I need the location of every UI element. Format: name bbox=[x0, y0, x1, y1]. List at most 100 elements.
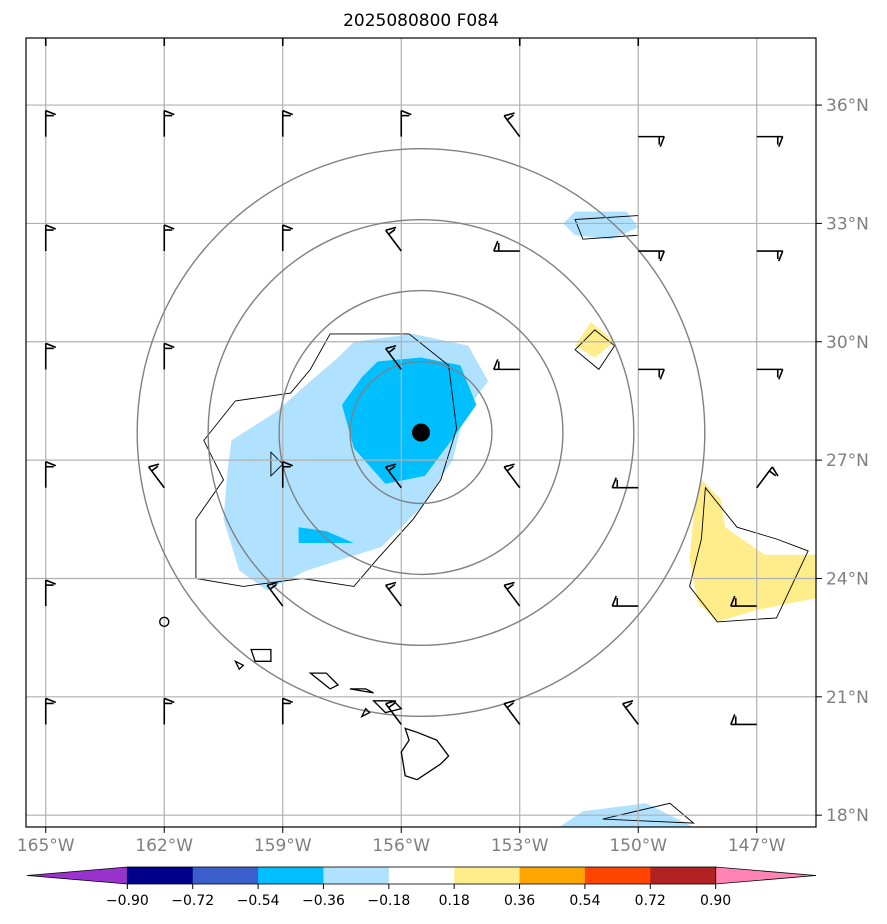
wind-barb bbox=[385, 226, 402, 252]
wind-barb bbox=[44, 224, 57, 252]
x-tick-label: 162°W bbox=[135, 836, 193, 856]
range-ring bbox=[349, 360, 493, 505]
barb-feather bbox=[385, 581, 397, 587]
barb-staff bbox=[622, 703, 639, 725]
barb-feather bbox=[771, 466, 779, 477]
x-tick-label: 156°W bbox=[372, 836, 430, 856]
barb-feather bbox=[385, 463, 397, 468]
barb-staff bbox=[503, 703, 521, 725]
colorbar-tick-label: −0.36 bbox=[302, 893, 345, 909]
wind-barb bbox=[163, 38, 166, 46]
y-tick-label: 18°N bbox=[826, 806, 869, 826]
map-frame bbox=[25, 37, 817, 828]
wind-barb bbox=[163, 224, 175, 252]
barb-feather bbox=[266, 581, 278, 587]
wind-barb bbox=[385, 345, 402, 370]
shaded-region bbox=[298, 527, 354, 543]
barb-feather bbox=[625, 702, 633, 709]
wind-barb bbox=[281, 38, 284, 46]
wind-barb bbox=[638, 135, 665, 147]
x-tick-label: 150°W bbox=[609, 836, 667, 856]
wind-barb bbox=[730, 714, 757, 726]
wind-barb bbox=[44, 697, 57, 725]
contour-line bbox=[270, 451, 284, 477]
wind-barb bbox=[493, 359, 520, 371]
coastline bbox=[233, 659, 245, 671]
barb-feather bbox=[730, 714, 736, 725]
coastline bbox=[360, 707, 371, 718]
contour-line bbox=[195, 333, 458, 587]
barb-staff bbox=[266, 584, 284, 607]
wind-barb bbox=[756, 368, 784, 380]
barb-feather bbox=[163, 109, 175, 116]
barb-feather bbox=[385, 700, 397, 705]
colorbar-tick-label: −0.54 bbox=[237, 893, 280, 909]
barb-feather bbox=[388, 228, 396, 235]
contour-line bbox=[689, 486, 809, 623]
x-tick-label: 159°W bbox=[254, 836, 312, 856]
colorbar-outline bbox=[126, 866, 717, 885]
barb-feather bbox=[163, 342, 175, 349]
colorbar-tick-label: −0.90 bbox=[106, 893, 149, 909]
colorbar-tick-label: 0.90 bbox=[700, 893, 731, 909]
wind-barb bbox=[518, 38, 521, 46]
wind-barb bbox=[44, 109, 57, 137]
barb-feather bbox=[388, 465, 396, 472]
barb-feather bbox=[659, 136, 665, 147]
barb-feather bbox=[385, 226, 397, 232]
x-tick-label: 147°W bbox=[728, 836, 786, 856]
colorbar-segment bbox=[127, 867, 194, 884]
wind-barb bbox=[503, 463, 521, 489]
range-ring bbox=[278, 289, 564, 576]
coastline bbox=[372, 700, 403, 714]
colorbar-tick-label: −0.18 bbox=[367, 893, 410, 909]
barb-feather bbox=[611, 477, 617, 489]
barb-feather bbox=[388, 347, 396, 354]
barb-feather bbox=[503, 112, 515, 117]
colorbar-segment bbox=[258, 867, 324, 884]
colorbar-segment bbox=[192, 867, 259, 884]
barb-feather bbox=[45, 224, 57, 230]
colorbar-tick-label: 0.72 bbox=[635, 893, 666, 909]
wind-barb bbox=[163, 109, 175, 137]
storm-center-layer bbox=[412, 423, 430, 442]
barb-staff bbox=[503, 584, 521, 607]
coastline bbox=[400, 727, 450, 781]
barb-feather bbox=[163, 224, 175, 230]
wind-barb bbox=[44, 342, 57, 370]
barb-feather bbox=[778, 136, 784, 147]
barb-feather bbox=[659, 369, 665, 380]
barb-feather bbox=[503, 463, 515, 468]
barb-feather bbox=[611, 595, 617, 607]
coastline bbox=[349, 688, 374, 694]
barb-feather bbox=[269, 583, 278, 590]
barb-feather bbox=[282, 224, 294, 230]
barb-feather bbox=[148, 463, 160, 468]
barb-feather bbox=[503, 700, 515, 705]
barb-staff bbox=[148, 466, 165, 489]
barb-feather bbox=[493, 359, 499, 370]
barb-feather bbox=[45, 579, 57, 585]
barb-feather bbox=[659, 250, 665, 262]
graticule bbox=[26, 38, 816, 827]
y-tick-label: 36°N bbox=[826, 96, 869, 116]
range-ring bbox=[207, 218, 635, 647]
barb-staff bbox=[503, 115, 521, 138]
barb-feather bbox=[45, 460, 57, 467]
y-tick-label: 24°N bbox=[826, 569, 869, 589]
y-tick-label: 27°N bbox=[826, 451, 869, 471]
barb-feather bbox=[282, 460, 294, 467]
barb-feather bbox=[388, 583, 396, 590]
barb-feather bbox=[282, 109, 294, 116]
wind-barb bbox=[503, 112, 521, 138]
barb-feather bbox=[45, 342, 57, 349]
x-tick-label: 165°W bbox=[17, 836, 75, 856]
x-tick-label: 153°W bbox=[491, 836, 549, 856]
wind-barb bbox=[266, 581, 284, 607]
wind-barb bbox=[385, 700, 402, 725]
shaded-region bbox=[689, 479, 816, 622]
wind-barb bbox=[163, 697, 175, 725]
barb-feather bbox=[506, 583, 515, 590]
barb-feather bbox=[45, 697, 57, 704]
